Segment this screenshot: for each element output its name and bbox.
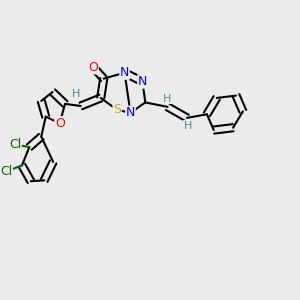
- Text: H: H: [163, 94, 171, 103]
- Text: N: N: [138, 75, 147, 88]
- Text: Cl: Cl: [0, 165, 12, 178]
- Text: S: S: [113, 103, 121, 116]
- Text: Cl: Cl: [9, 138, 21, 151]
- Text: N: N: [126, 106, 135, 119]
- Text: H: H: [183, 121, 192, 130]
- Text: O: O: [55, 117, 64, 130]
- Text: H: H: [72, 89, 80, 99]
- Text: O: O: [88, 61, 98, 74]
- Text: N: N: [120, 66, 129, 79]
